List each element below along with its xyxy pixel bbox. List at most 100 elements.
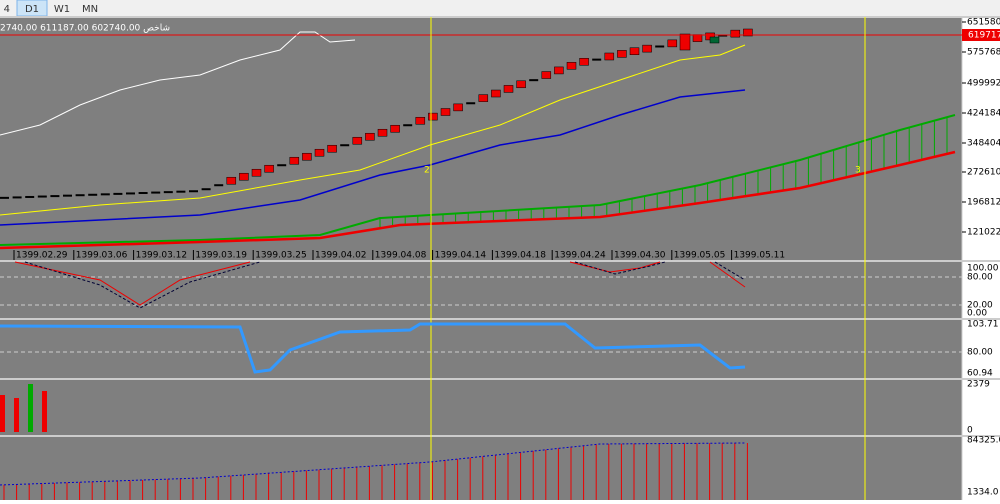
candle [0,196,9,199]
indicator-line [0,89,746,226]
date-label: 1399.03.12 [136,251,188,261]
price-label: 499992. [967,79,1000,89]
tab[interactable]: MN [82,4,98,15]
candle [629,47,640,55]
price-tag-label: 619717 [968,31,1000,41]
candle [75,194,85,197]
candle [453,103,463,112]
price-label: 196812. [967,198,1000,208]
panel-axis-label: 60.94 [967,369,993,379]
marker: 3 [855,166,861,176]
indicator-line [0,150,956,250]
panel-axis-label: 100.00 [967,264,999,274]
candle [239,172,249,181]
volume-bar [0,395,5,432]
candle [340,144,350,147]
panel-axis-label: 0.00 [967,309,987,319]
candle [516,80,526,89]
volume-bar [14,398,19,432]
candle [466,102,476,105]
candle [554,66,564,75]
date-label: 1399.04.02 [315,251,367,261]
date-label: 1399.02.29 [16,251,68,261]
price-label: 348404. [967,139,1000,149]
candle [718,34,728,37]
candle [289,156,300,165]
tab[interactable]: 4 [4,4,10,15]
candle [529,79,539,82]
candle [176,190,186,193]
candle [138,192,148,195]
volume-bar [42,391,47,432]
date-label: 1399.05.11 [734,251,786,261]
date-label: 1399.04.18 [494,251,546,261]
candle [189,190,198,193]
candle [743,28,753,37]
candle [277,164,287,167]
indicator-line [0,322,746,374]
candle [679,33,691,51]
candle [503,85,514,93]
indicator-line [24,261,261,309]
candle [604,52,615,61]
candle [592,58,602,61]
candle [415,116,426,125]
candle [264,164,274,173]
indicator-line [714,261,746,281]
candle [327,144,337,153]
panel-axis-label: 0 [967,426,973,436]
date-label: 1399.05.05 [674,251,726,261]
candle [579,58,589,66]
date-label: 1399.04.08 [375,251,427,261]
candle [403,124,413,127]
candle [314,148,325,157]
candle [151,191,161,194]
toolbar [0,0,1000,17]
price-label: 272610. [967,168,1000,178]
candle [126,192,135,195]
date-label: 1399.04.14 [435,251,487,261]
tab[interactable]: W1 [54,4,70,15]
plot [0,16,1000,500]
panel-axis-label: 80.00 [967,348,993,358]
indicator-line [0,442,746,486]
candle [100,193,110,196]
candle [377,128,388,137]
candle [25,195,35,198]
info: 2740.00 611187.00 602740.00 شاخص [0,24,170,34]
candle [63,194,72,197]
candle [214,184,224,187]
candle [478,94,489,102]
date-label: 1399.04.30 [614,251,666,261]
candle [113,192,123,195]
price-tag [962,29,1000,41]
candle [201,188,211,191]
candle [566,62,577,70]
tab[interactable]: D1 [25,4,39,15]
panel-axis-label: 20.00 [967,301,993,311]
candle [642,44,652,53]
price-label: 121022. [967,228,1000,238]
candle [226,176,237,185]
date-label: 1399.03.19 [195,251,247,261]
candle [251,168,262,177]
candle [655,45,665,48]
panel-axis-label: 80.00 [967,273,993,283]
candle [352,136,363,145]
candle [440,108,451,116]
indicator-line [0,44,746,216]
candle [302,152,312,161]
candle [365,132,375,141]
indicator-line [574,261,666,275]
candle [692,34,703,42]
indicator-line [709,261,746,288]
candle [541,71,552,79]
volume-bar [28,384,33,432]
candle [50,195,60,198]
panel-axis-label: 2379 [967,380,990,390]
candle [730,29,741,38]
price-label: 575768. [967,48,1000,58]
candle [667,39,678,48]
price-label: 424184. [967,109,1000,119]
